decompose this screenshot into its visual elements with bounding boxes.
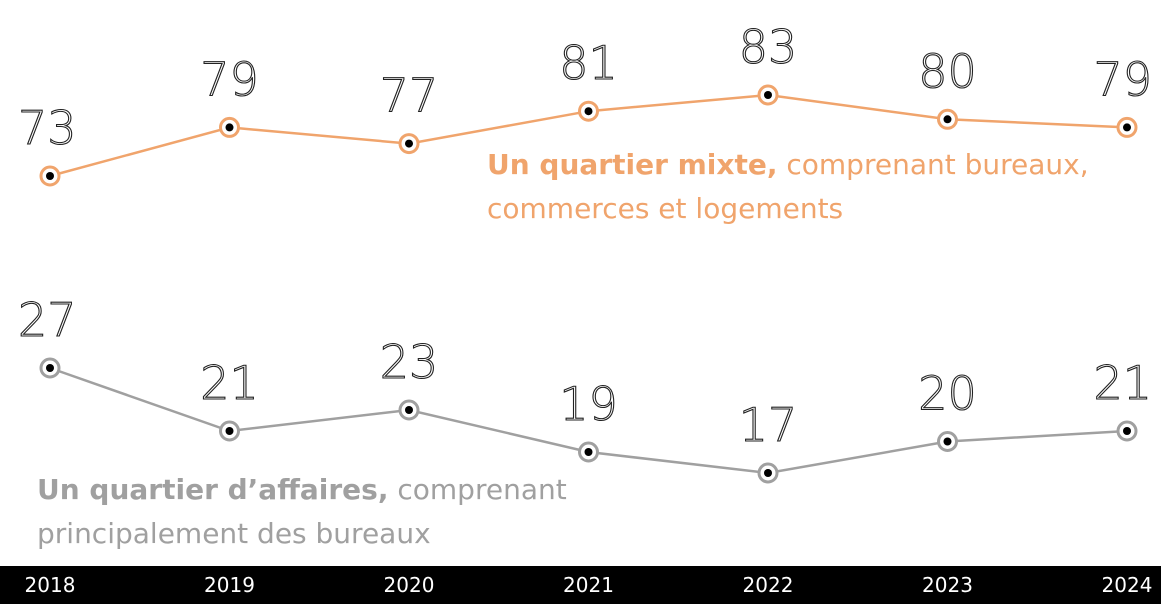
data-label: 17	[739, 398, 798, 452]
data-label: 73	[18, 101, 77, 155]
x-tick-label: 2018	[25, 573, 76, 597]
data-label: 79	[200, 52, 259, 106]
point-dot	[405, 406, 413, 414]
point-dot	[225, 427, 234, 435]
point-dot	[764, 91, 772, 99]
point-dot	[1123, 427, 1131, 435]
x-tick-label: 2020	[384, 573, 435, 597]
legend-name: Un quartier d’affaires,	[37, 473, 388, 506]
legend-description: comprenant bureaux,	[777, 148, 1088, 181]
legend-name: Un quartier mixte,	[487, 148, 777, 181]
x-tick-label: 2019	[204, 573, 255, 597]
point-dot	[46, 172, 54, 180]
point-dot	[1123, 123, 1131, 132]
data-label: 19	[559, 377, 618, 431]
data-label: 23	[380, 335, 439, 389]
point-dot	[584, 107, 593, 116]
data-label: 21	[1093, 356, 1152, 410]
x-tick-label: 2021	[563, 573, 614, 597]
data-label: 77	[380, 69, 439, 123]
x-tick-label: 2022	[743, 573, 794, 597]
year-bar	[0, 566, 1161, 604]
point-dot	[584, 448, 593, 456]
data-label: 20	[918, 367, 977, 421]
x-tick-label: 2024	[1102, 573, 1153, 597]
legend-entry: Un quartier d’affaires, comprenant	[37, 473, 567, 506]
point-dot	[405, 139, 413, 148]
point-dot	[943, 437, 952, 446]
point-dot	[46, 364, 54, 372]
point-dot	[943, 115, 952, 124]
data-label: 27	[18, 293, 77, 347]
x-tick-label: 2023	[922, 573, 973, 597]
legend-description: commerces et logements	[487, 192, 843, 225]
data-label: 81	[559, 36, 618, 90]
data-label: 79	[1093, 52, 1152, 106]
legend-entry: Un quartier mixte, comprenant bureaux,	[487, 148, 1089, 181]
data-label: 21	[200, 356, 259, 410]
legend-description: principalement des bureaux	[37, 517, 431, 550]
point-dot	[764, 469, 772, 477]
point-dot	[225, 123, 234, 132]
legend-description: comprenant	[388, 473, 566, 506]
data-label: 80	[918, 44, 977, 98]
data-label: 83	[739, 20, 798, 74]
